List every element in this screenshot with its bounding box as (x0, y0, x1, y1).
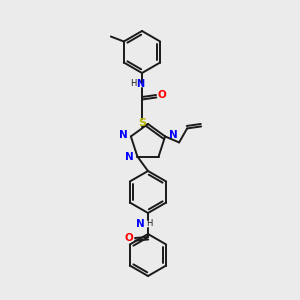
Text: S: S (138, 118, 146, 128)
Text: N: N (136, 79, 144, 89)
Text: N: N (169, 130, 178, 140)
Text: H: H (130, 80, 136, 88)
Text: N: N (136, 219, 144, 229)
Text: O: O (158, 90, 166, 100)
Text: N: N (118, 130, 127, 140)
Text: H: H (146, 220, 152, 229)
Text: O: O (124, 233, 134, 243)
Text: N: N (125, 152, 134, 162)
